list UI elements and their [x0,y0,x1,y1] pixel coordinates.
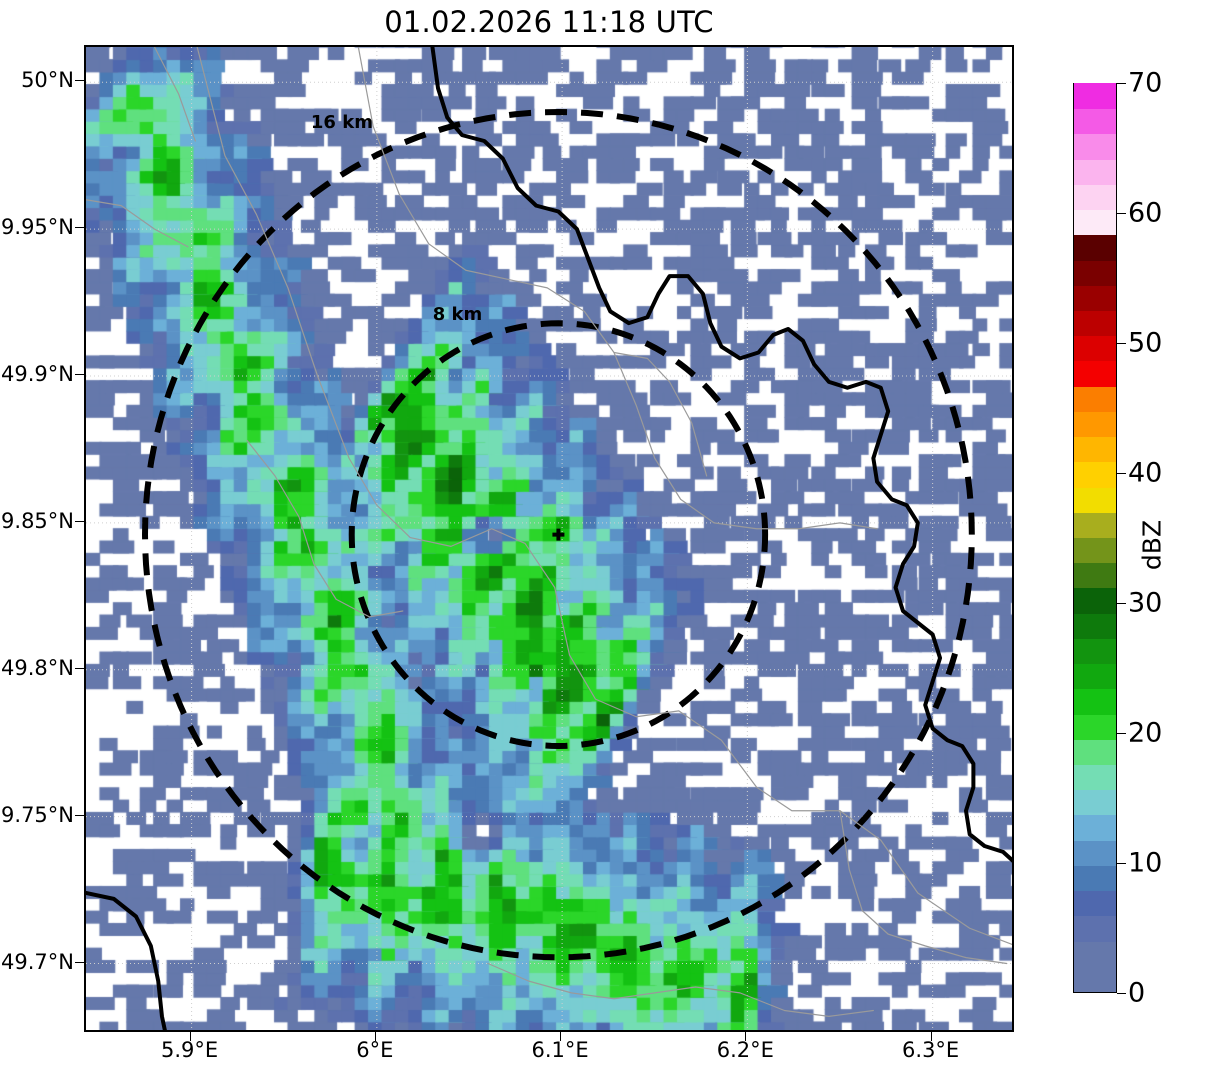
colorbar-band [1074,663,1116,690]
radar-plot [84,45,1014,1032]
map-overlay [86,47,1012,1030]
admin-boundary [246,440,404,618]
range-ring-label: 16 km [310,112,373,134]
y-axis-tick [75,961,84,963]
colorbar-band [1074,789,1116,816]
admin-boundary [196,47,1012,945]
colorbar-band [1074,865,1116,892]
radar-center-marker [552,528,565,541]
colorbar-band [1074,638,1116,665]
colorbar-band [1074,915,1116,942]
x-axis-tick [745,1032,747,1041]
colorbar-tick-label: 10 [1128,847,1163,879]
colorbar-band [1074,739,1116,765]
admin-boundary [487,962,874,1017]
colorbar-tick [1117,213,1126,214]
colorbar-band [1074,184,1116,211]
colorbar-tick-label: 50 [1128,327,1163,359]
colorbar-band [1074,814,1116,841]
x-axis-tick-label: 5.9°E [161,1038,219,1062]
colorbar-tick-label: 0 [1128,977,1146,1009]
colorbar-tick-label: 20 [1128,717,1163,749]
y-axis-tick [75,80,84,82]
national-border [86,891,167,1030]
colorbar-tick-label: 70 [1128,67,1163,99]
x-axis-tick [189,1032,191,1041]
colorbar-tick [1117,83,1126,84]
x-axis-tick [560,1032,562,1041]
colorbar-tick-label: 30 [1128,587,1163,619]
y-axis-tick-label: 49.85°N [0,508,74,533]
range-ring [142,108,975,961]
y-axis-tick [75,374,84,375]
colorbar-band [1074,713,1116,740]
colorbar-band [1074,335,1116,362]
x-axis-tick [930,1032,932,1041]
colorbar-band [1074,512,1116,538]
colorbar-band [1074,562,1116,589]
radar-canvas-container [86,47,1012,1030]
y-axis-tick-label: 49.7°N [1,949,74,974]
admin-boundary [153,47,196,142]
colorbar-band [1074,133,1116,160]
range-ring [348,320,769,749]
colorbar-band [1074,360,1116,387]
colorbar-band [1074,840,1116,866]
colorbar-tick [1117,603,1126,604]
y-axis-tick-label: 49.8°N [1,655,74,680]
colorbar-band [1074,537,1116,564]
colorbar-tick-label: 60 [1128,197,1163,229]
colorbar-band [1074,461,1116,488]
colorbar-band [1074,436,1116,463]
x-axis-tick-label: 6°E [356,1038,394,1062]
colorbar-band [1074,613,1116,639]
colorbar-band [1074,108,1116,135]
admin-boundary [86,199,189,248]
colorbar-title: dBZ [1137,519,1167,571]
colorbar-band [1074,411,1116,438]
colorbar-band [1074,688,1116,715]
colorbar-band [1074,890,1116,917]
range-ring-label: 8 km [432,303,483,325]
colorbar-band [1074,159,1116,185]
colorbar-band [1074,259,1116,286]
colorbar-band [1074,386,1116,412]
colorbar-band [1074,966,1116,992]
page-title: 01.02.2026 11:18 UTC [384,5,714,39]
y-axis-tick-label: 50°N [21,68,74,93]
colorbar-band [1074,940,1116,967]
colorbar-tick [1117,733,1126,734]
x-axis-tick-label: 6.1°E [531,1038,589,1062]
y-axis-tick-label: 49.75°N [0,802,74,827]
x-axis-tick [374,1032,376,1041]
admin-boundary [839,810,1008,965]
colorbar [1073,83,1117,993]
y-axis-tick [75,520,84,522]
colorbar-tick [1117,863,1126,864]
colorbar-band [1074,209,1116,236]
colorbar-tick [1117,473,1126,474]
y-axis-tick [75,814,84,816]
colorbar-band [1074,83,1116,110]
colorbar-band [1074,764,1116,791]
y-axis-tick-label: 49.95°N [0,215,74,240]
colorbar-band [1074,310,1116,337]
colorbar-band [1074,486,1116,513]
x-axis-tick-label: 6.2°E [716,1038,774,1062]
y-axis-tick [75,227,84,229]
x-axis-tick-label: 6.3°E [902,1038,960,1062]
y-axis-tick-label: 49.9°N [1,362,74,386]
colorbar-band [1074,587,1116,614]
admin-boundary [613,351,708,477]
colorbar-tick [1117,343,1126,344]
y-axis-tick [75,667,84,669]
colorbar-band [1074,234,1116,261]
colorbar-tick-label: 40 [1128,457,1163,489]
national-border [430,47,1012,863]
colorbar-tick [1117,993,1126,994]
colorbar-band [1074,285,1116,311]
